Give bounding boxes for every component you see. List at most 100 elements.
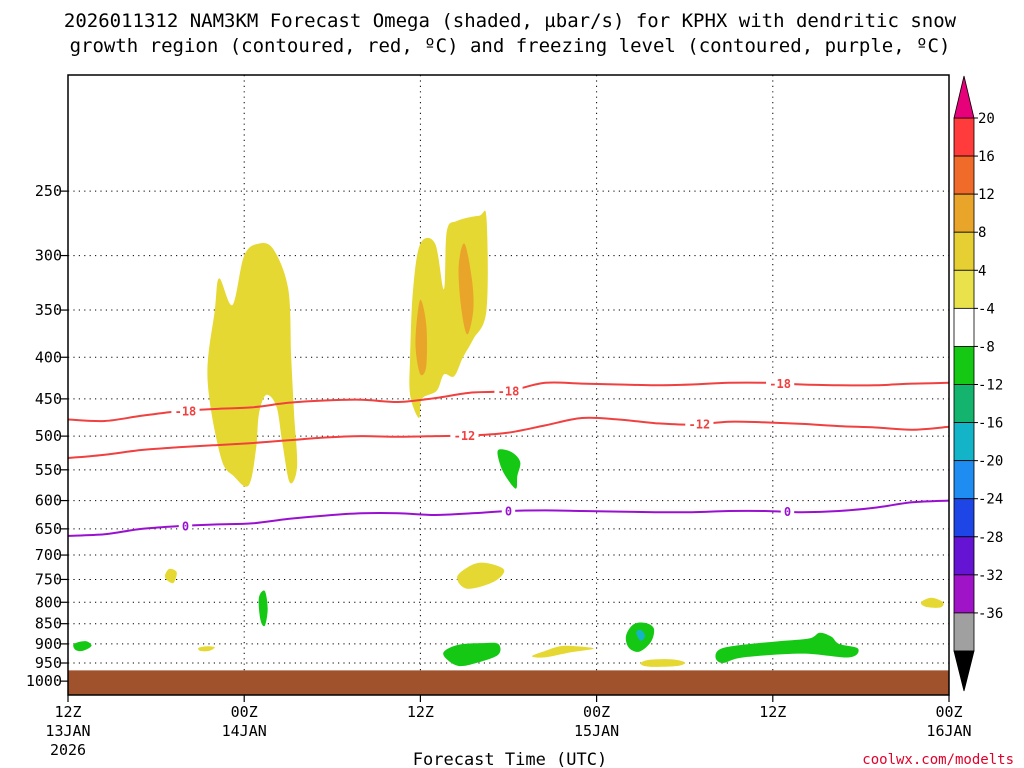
y-tick-label-300: 300 [35,247,62,265]
x-tick-date: 16JAN [926,722,971,740]
y-tick-label-800: 800 [35,593,62,611]
y-tick-label-500: 500 [35,427,62,445]
x-axis-label: Forecast Time (UTC) [413,750,607,768]
colorbar-label-16: 16 [978,149,995,165]
temperature-contours: -18 -18 -18 -12 -12 0 0 0 [67,376,950,537]
x-tick-time: 00Z [231,703,258,721]
y-tick-label-250: 250 [35,182,62,200]
dgz-minus18-label-bg [171,403,200,418]
colorbar-bin [953,384,975,423]
upward-omega-core-1 [207,243,298,487]
omega-blob-b [457,562,505,589]
colorbar-bin [953,574,975,614]
omega-shading [73,210,944,667]
colorbar-bin [953,612,975,652]
x-tick-time: 00Z [935,703,962,721]
x-tick-time: 12Z [759,703,786,721]
omega-blob-d [532,645,594,658]
colorbar-bin [953,498,975,538]
omega-blob-a [164,568,177,584]
plot-frame [67,74,950,696]
dgz-minus12-label-bg [450,428,479,443]
y-tick-label-750: 750 [35,570,62,588]
dgz-minus12-line [67,416,950,460]
y-tick-label-600: 600 [35,492,62,510]
colorbar-label--20: -20 [978,454,1003,470]
credit-text: coolwx.com/modelts [862,752,1014,768]
y-axis: 250 300 350 400 450 500 550 600 650 700 750 800 850 9… [26,182,68,690]
dgz-minus18-label: -18 [175,404,197,418]
downward-blob-a [73,641,92,652]
downward-blob-f [715,632,859,663]
dgz-minus12-label: -12 [689,418,711,432]
colorbar-bin [953,193,975,233]
freezing-level-0-label-bg [501,504,516,519]
colorbar-label--12: -12 [978,378,1003,394]
colorbar-top-arrow [953,75,975,119]
omega-blob-c [198,646,215,652]
colorbar-bin [953,155,975,195]
omega-max-8-to-12-a [415,299,428,376]
colorbar-bin [953,269,975,309]
colorbar-bottom-arrow [953,650,975,692]
colorbar-label-4: 4 [978,263,986,279]
colorbar-bin [953,307,975,347]
colorbar-label--32: -32 [978,568,1003,584]
freezing-level-0-label: 0 [182,519,189,533]
colorbar-label--8: -8 [978,339,995,355]
colorbar-bin [953,346,975,385]
colorbar-label-12: 12 [978,187,995,203]
colorbar-bin [953,422,975,462]
y-tick-label-550: 550 [35,461,62,479]
colorbar-label--16: -16 [978,416,1003,432]
dgz-minus12-label: -12 [454,429,476,443]
chart-title-line-2: growth region (contoured, red, ºC) and f… [70,35,951,57]
y-tick-label-1000: 1000 [26,672,62,690]
freezing-level-0-label-bg [780,504,795,519]
x-tick-year: 2026 [50,741,86,759]
y-tick-label-400: 400 [35,348,62,366]
colorbar-label--28: -28 [978,530,1003,546]
x-tick-date: 15JAN [574,722,619,740]
dgz-minus18-label: -18 [769,377,791,391]
dgz-minus12-label-bg [685,417,714,432]
y-tick-label-950: 950 [35,654,62,672]
omega-blob-f [920,597,944,608]
downward-blob-d [443,642,501,667]
x-tick-time: 00Z [583,703,610,721]
colorbar-label-20: 20 [978,111,995,127]
freezing-level-0-label: 0 [505,505,512,519]
x-tick-date: 13JAN [45,722,90,740]
y-tick-label-450: 450 [35,390,62,408]
y-tick-label-850: 850 [35,615,62,633]
colorbar-label--36: -36 [978,606,1003,622]
dgz-minus18-label: -18 [498,384,520,398]
colorbar-label-8: 8 [978,225,986,241]
y-tick-label-650: 650 [35,520,62,538]
colorbar-bin [953,536,975,576]
colorbar-bin [953,460,975,500]
omega-blob-e [640,659,685,667]
colorbar-label--4: -4 [978,301,995,317]
y-tick-label-900: 900 [35,635,62,653]
surface-terrain [68,670,949,695]
y-tick-label-700: 700 [35,546,62,564]
colorbar-bin [953,231,975,271]
freezing-level-0-label: 0 [784,505,791,519]
x-tick-time: 12Z [407,703,434,721]
colorbar-label--24: -24 [978,492,1003,508]
omega-max-8-to-12-b [458,243,474,335]
dgz-minus18-label-bg [494,383,523,398]
chart-title-line-1: 2026011312 NAM3KM Forecast Omega (shaded… [64,10,957,32]
surface-ground [68,670,949,695]
downward-core-8-to-12 [636,629,646,641]
downward-blob-b [258,590,268,627]
colorbar: 20 16 12 8 4 -4 -8 -12 -16 -20 -24 -28 -32 -36 [953,75,1003,692]
freezing-level-0-label-bg [178,518,193,533]
plot-area: -18 -18 -18 -12 -12 0 0 0 [67,74,950,696]
x-tick-date: 14JAN [222,722,267,740]
colorbar-bin [953,117,975,157]
dgz-minus18-label-bg [766,376,795,391]
